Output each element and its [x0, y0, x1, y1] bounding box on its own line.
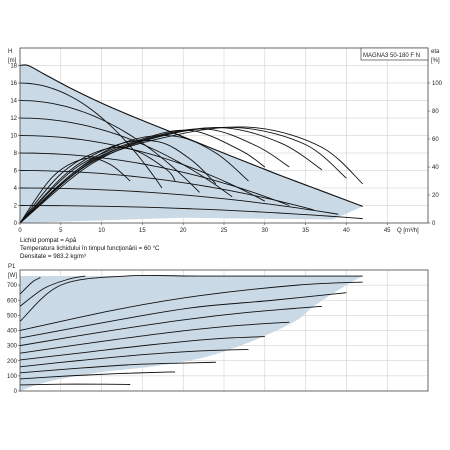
h-tick-label: 4: [14, 186, 18, 192]
head-curves: [19, 64, 363, 220]
efficiency-curve: [19, 127, 323, 224]
eta-tick-label: 100: [432, 81, 443, 87]
efficiency-curves: [19, 126, 364, 224]
p1-tick-label: 500: [7, 313, 18, 319]
head-curve: [19, 100, 200, 193]
eta-axis-unit: [%]: [431, 58, 440, 64]
head-curve: [19, 152, 290, 206]
power-curve: [19, 321, 290, 354]
q-axis-ticks: 0 5 10 15 20 25 30 35 40 45: [18, 223, 391, 234]
q-tick-label: 5: [59, 228, 63, 234]
max-head-curve: [19, 64, 363, 207]
p1-tick-label: 600: [7, 298, 18, 304]
power-curve: [19, 371, 176, 380]
h-tick-label: 8: [14, 151, 18, 157]
p1-tick-label: 400: [7, 329, 18, 335]
power-curves: [19, 274, 363, 386]
q-tick-label: 35: [302, 228, 309, 234]
eta-axis-label: eta: [431, 49, 440, 55]
eta-axis-ticks: 0 20 40 60 80 100: [428, 81, 443, 227]
q-tick-label: 20: [180, 228, 187, 234]
power-curve: [19, 305, 322, 347]
p1-tick-label: 700: [7, 283, 18, 289]
note-density: Densitate = 983.2 kg/m³: [20, 253, 86, 260]
h-tick-label: 18: [10, 64, 17, 70]
efficiency-curve: [19, 129, 266, 224]
h-tick-label: 2: [14, 204, 18, 210]
p1-tick-label: 100: [7, 374, 18, 380]
efficiency-curve: [19, 157, 131, 224]
head-curve: [19, 205, 363, 220]
efficiency-curve: [19, 126, 347, 224]
power-envelope-area: [20, 276, 363, 391]
eta-tick-label: 60: [432, 137, 439, 143]
p1-tick-label: 200: [7, 359, 18, 365]
efficiency-curve: [19, 126, 364, 224]
q-tick-label: 10: [98, 228, 105, 234]
model-label-box: [360, 47, 429, 61]
head-curve: [19, 82, 163, 189]
head-envelope-area: [20, 64, 363, 224]
head-curve: [19, 187, 339, 215]
p1-tick-label: 300: [7, 344, 18, 350]
liquid-notes: Lichid pompat = Apă Temperatura lichidul…: [20, 237, 160, 260]
efficiency-curve: [19, 128, 290, 224]
power-curve: [19, 281, 363, 331]
h-tick-label: 0: [14, 221, 18, 227]
p1-tick-label: 0: [14, 389, 18, 395]
q-tick-label: 0: [18, 228, 22, 234]
h-tick-label: 14: [10, 99, 17, 105]
head-chart: 0 5 10 15 20 25 30 35 40 45 0 2 4 6 8 10 12 14 16 18 0 20 40…: [8, 47, 443, 234]
eta-tick-label: 40: [432, 165, 439, 171]
model-label: MAGNA3 50-180 F N: [363, 53, 420, 59]
eta-tick-label: 20: [432, 193, 439, 199]
power-curve: [19, 275, 86, 307]
power-curve: [19, 277, 41, 295]
h-axis-label: H: [8, 49, 12, 55]
p1-axis-ticks: 0 100 200 300 400 500 600 700: [7, 283, 20, 395]
q-tick-label: 25: [221, 228, 228, 234]
h-tick-label: 16: [10, 81, 17, 87]
power-curve: [19, 274, 363, 322]
power-chart: 0 100 200 300 400 500 600 700 P1 [W]: [7, 264, 429, 395]
eta-tick-label: 0: [432, 221, 436, 227]
q-tick-label: 15: [139, 228, 146, 234]
h-tick-label: 12: [10, 116, 17, 122]
p1-axis-label: P1: [8, 264, 16, 270]
h-tick-label: 6: [14, 169, 18, 175]
power-curve: [19, 292, 347, 339]
h-axis-ticks: 0 2 4 6 8 10 12 14 16 18: [10, 64, 20, 227]
q-tick-label: 30: [261, 228, 268, 234]
q-axis-label: Q [m³/h]: [397, 228, 419, 234]
power-curve: [19, 361, 216, 374]
power-curve: [19, 348, 249, 368]
h-axis-unit: [m]: [8, 58, 17, 64]
h-tick-label: 10: [10, 134, 17, 140]
q-tick-label: 45: [384, 228, 391, 234]
power-curve: [19, 383, 131, 386]
note-liquid: Lichid pompat = Apă: [20, 237, 77, 244]
note-temperature: Temperatura lichidului în timpul funcţio…: [20, 245, 160, 252]
head-curve: [19, 117, 233, 198]
eta-tick-label: 80: [432, 109, 439, 115]
q-tick-label: 40: [343, 228, 350, 234]
p1-axis-unit: [W]: [8, 273, 17, 279]
head-curve: [19, 135, 266, 202]
power-curve: [19, 336, 265, 361]
